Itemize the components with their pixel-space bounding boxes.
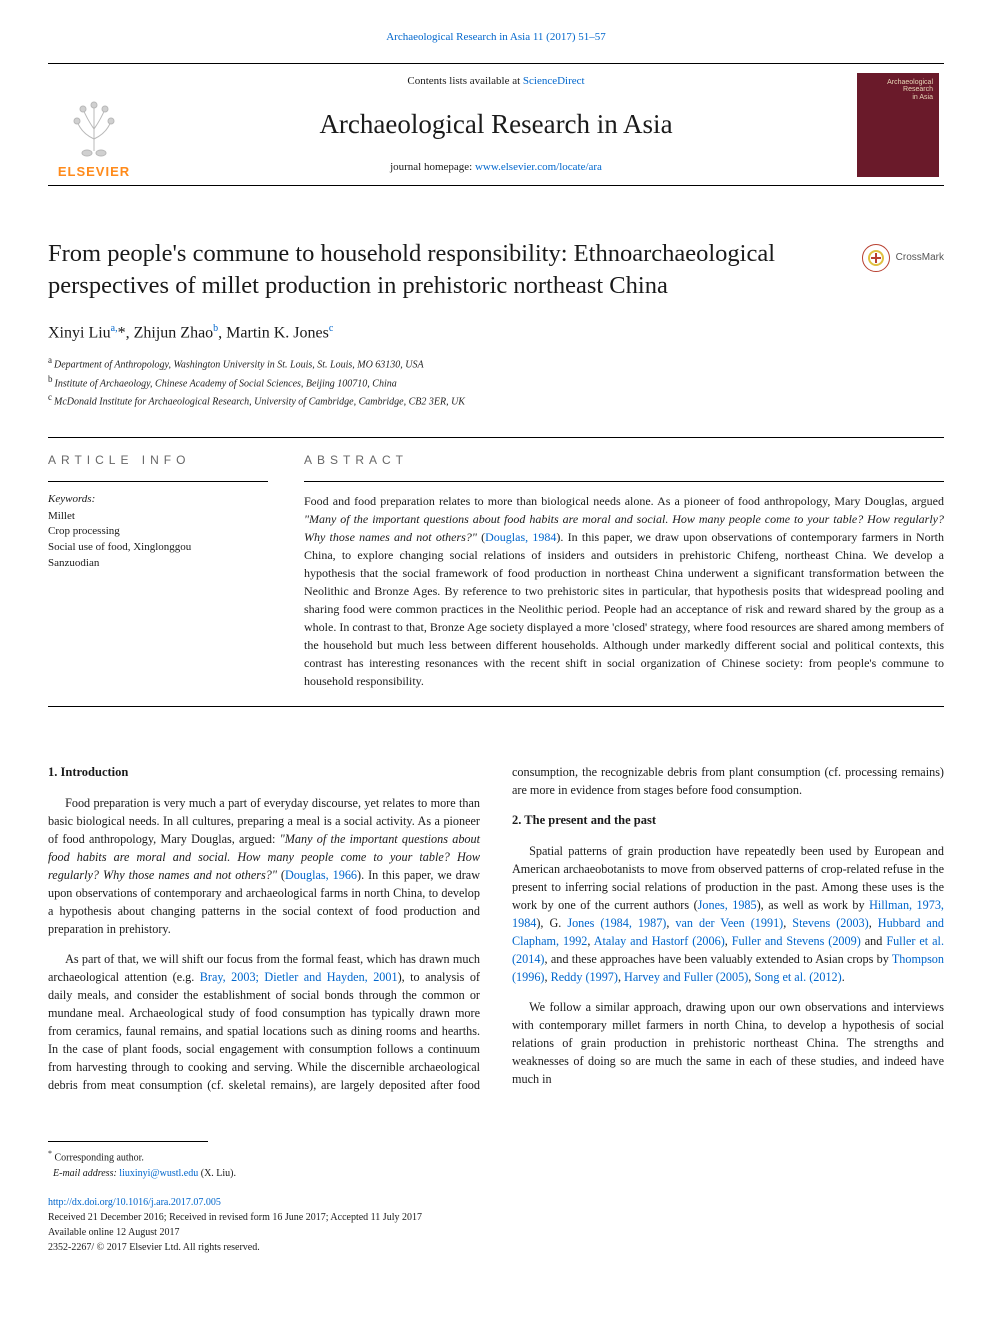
section-1-p1: Food preparation is very much a part of … <box>48 794 480 938</box>
available-online: Available online 12 August 2017 <box>48 1225 944 1240</box>
section-2-heading: 2. The present and the past <box>512 811 944 830</box>
section-2-p2: We follow a similar approach, drawing up… <box>512 998 944 1088</box>
footnotes: * Corresponding author. E-mail address: … <box>48 1148 944 1180</box>
affiliations: aDepartment of Anthropology, Washington … <box>48 354 944 409</box>
doi-block: http://dx.doi.org/10.1016/j.ara.2017.07.… <box>48 1195 944 1255</box>
crossmark-badge[interactable]: CrossMark <box>862 244 944 272</box>
journal-homepage-link[interactable]: www.elsevier.com/locate/ara <box>475 161 602 173</box>
doi-link[interactable]: http://dx.doi.org/10.1016/j.ara.2017.07.… <box>48 1197 221 1208</box>
homepage-line: journal homepage: www.elsevier.com/locat… <box>158 160 834 175</box>
sciencedirect-link[interactable]: ScienceDirect <box>523 75 585 87</box>
journal-banner: ELSEVIER Contents lists available at Sci… <box>48 63 944 186</box>
publisher-name: ELSEVIER <box>58 163 130 181</box>
authors-line: Xinyi Liua,*, Zhijun Zhaob, Martin K. Jo… <box>48 322 944 345</box>
article-title: From people's commune to household respo… <box>48 238 838 302</box>
article-info-column: ARTICLE INFO Keywords: MilletCrop proces… <box>48 452 268 690</box>
article-info-head: ARTICLE INFO <box>48 452 268 469</box>
keywords-label: Keywords: <box>48 492 268 507</box>
publisher-logo-block: ELSEVIER <box>48 64 148 185</box>
copyright-line: 2352-2267/ © 2017 Elsevier Ltd. All righ… <box>48 1240 944 1255</box>
keywords-list: MilletCrop processingSocial use of food,… <box>48 509 268 573</box>
journal-name: Archaeological Research in Asia <box>158 106 834 144</box>
corresponding-email-link[interactable]: liuxinyi@wustl.edu <box>119 1168 198 1179</box>
abstract-column: ABSTRACT Food and food preparation relat… <box>304 452 944 690</box>
abstract-text: Food and food preparation relates to mor… <box>304 492 944 690</box>
crossmark-icon <box>862 244 890 272</box>
running-head-link[interactable]: Archaeological Research in Asia 11 (2017… <box>386 31 606 43</box>
crossmark-label: CrossMark <box>896 251 944 265</box>
elsevier-tree-icon <box>59 91 129 161</box>
history-dates: Received 21 December 2016; Received in r… <box>48 1210 944 1225</box>
abstract-head: ABSTRACT <box>304 452 944 469</box>
running-head: Archaeological Research in Asia 11 (2017… <box>48 30 944 45</box>
section-1-heading: 1. Introduction <box>48 763 480 782</box>
contents-line: Contents lists available at ScienceDirec… <box>158 74 834 89</box>
body-text: 1. Introduction Food preparation is very… <box>48 763 944 1097</box>
journal-cover-thumb: Archaeological Research in Asia <box>857 73 939 177</box>
section-2-p1: Spatial patterns of grain production hav… <box>512 842 944 986</box>
